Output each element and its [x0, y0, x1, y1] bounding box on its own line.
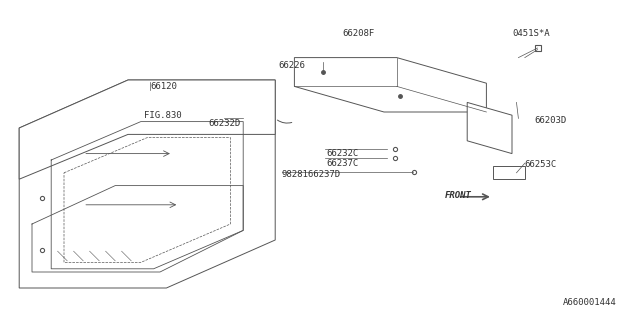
Text: 66237C: 66237C [326, 159, 358, 168]
Text: 0451S*A: 0451S*A [512, 29, 550, 38]
Text: 66253C: 66253C [525, 160, 557, 169]
Text: 9828166237D: 9828166237D [282, 170, 340, 179]
Polygon shape [179, 106, 224, 128]
Polygon shape [493, 166, 525, 179]
Text: FRONT: FRONT [445, 191, 472, 200]
Text: A660001444: A660001444 [563, 298, 617, 307]
Polygon shape [467, 102, 512, 154]
Text: 66232D: 66232D [208, 119, 240, 128]
Text: 66203D: 66203D [534, 116, 566, 124]
Polygon shape [294, 58, 486, 112]
Polygon shape [19, 80, 275, 288]
Text: 66208F: 66208F [342, 29, 374, 38]
Text: 66226: 66226 [278, 61, 305, 70]
Text: 66232C: 66232C [326, 149, 358, 158]
Text: FIG.830: FIG.830 [144, 111, 182, 120]
Text: 66120: 66120 [150, 82, 177, 91]
Polygon shape [19, 80, 275, 179]
